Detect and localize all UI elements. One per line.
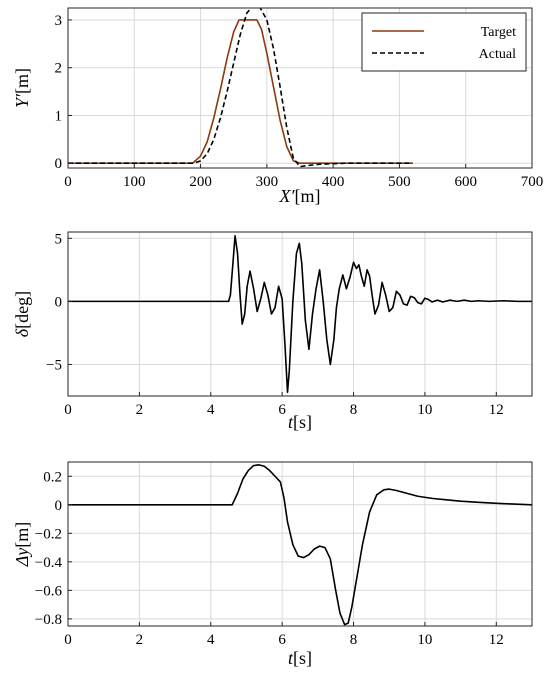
y-tick-label: 0 xyxy=(55,156,63,172)
x-tick-label: 300 xyxy=(256,174,279,190)
x-tick-label: 4 xyxy=(207,402,215,418)
y-tick-label: 3 xyxy=(55,13,63,29)
y-tick-label: −0.2 xyxy=(35,526,62,542)
legend-label-actual: Actual xyxy=(479,47,516,62)
x-tick-label: 700 xyxy=(521,174,544,190)
series-line-2 xyxy=(68,234,532,394)
plot-frame xyxy=(67,231,533,397)
x-tick-label: 100 xyxy=(123,174,146,190)
y-axis-label: δ[deg] xyxy=(12,291,32,337)
y-tick-label: −0.8 xyxy=(35,612,62,628)
series-line-3 xyxy=(68,464,532,626)
series-line-actual xyxy=(68,8,413,168)
legend-box xyxy=(361,12,527,72)
x-tick-label: 12 xyxy=(489,402,504,418)
x-tick-label: 0 xyxy=(64,174,72,190)
legend: Target Actual xyxy=(361,12,527,72)
series-line-target xyxy=(68,19,413,165)
x-tick-label: 8 xyxy=(350,632,358,648)
x-tick-label: 400 xyxy=(322,174,345,190)
y-axis-label: Y′[m] xyxy=(12,68,32,108)
y-tick-label: 0.2 xyxy=(43,469,62,485)
x-axis-label: X′[m] xyxy=(279,186,321,206)
x-tick-label: 2 xyxy=(136,632,144,648)
chart-panel-3: 0 2 4 6 8 10 12 −0.8 −0.6 −0.4 −0.2 0 0.2 t[s] Δy[m] xyxy=(12,461,533,668)
y-tick-label: −0.6 xyxy=(35,583,63,599)
legend-label-target: Target xyxy=(481,25,516,40)
x-tick-label: 500 xyxy=(388,174,411,190)
x-tick-label: 0 xyxy=(64,632,72,648)
x-tick-label: 10 xyxy=(417,632,432,648)
x-tick-label: 600 xyxy=(454,174,477,190)
x-tick-label: 12 xyxy=(489,632,504,648)
x-tick-label: 8 xyxy=(350,402,358,418)
chart-panel-2: 0 2 4 6 8 10 12 −5 0 5 t[s] δ[deg] xyxy=(12,231,533,432)
y-axis-label: Δy[m] xyxy=(12,522,32,568)
x-tick-label: 4 xyxy=(207,632,215,648)
y-tick-label: 0 xyxy=(55,294,63,310)
x-tick-label: 200 xyxy=(189,174,212,190)
x-tick-label: 2 xyxy=(136,402,144,418)
y-tick-label: 5 xyxy=(55,231,63,247)
x-tick-label: 6 xyxy=(278,632,286,648)
y-tick-label: −5 xyxy=(46,357,62,373)
chart-panel-1: 0 100 200 300 400 500 600 700 0 1 2 3 X′[m] Y′[m] Targ… xyxy=(12,7,544,206)
y-tick-label: 0 xyxy=(55,498,63,514)
plot-frame xyxy=(67,461,533,627)
x-axis-label: t[s] xyxy=(288,412,312,432)
x-axis-label: t[s] xyxy=(288,648,312,668)
x-tick-label: 6 xyxy=(278,402,286,418)
y-tick-label: 2 xyxy=(55,61,63,77)
plot-frame xyxy=(67,7,533,169)
y-tick-label: −0.4 xyxy=(35,555,63,571)
x-tick-label: 0 xyxy=(64,402,72,418)
x-tick-label: 10 xyxy=(417,402,432,418)
y-tick-label: 1 xyxy=(55,108,63,124)
